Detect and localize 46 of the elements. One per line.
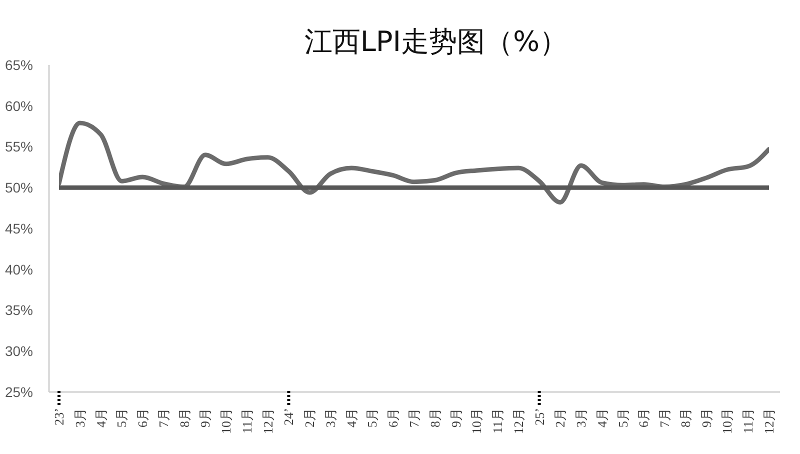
x-tick-label: 23’ — [52, 408, 66, 426]
y-tick-label: 65% — [4, 56, 33, 73]
y-tick-label: 60% — [4, 98, 33, 114]
x-tick-label: 11月 — [239, 408, 254, 434]
y-tick-label: 45% — [4, 220, 33, 236]
x-tick-label: 3月 — [322, 408, 338, 428]
x-tick-label: 7月 — [657, 408, 672, 428]
x-tick-label: 5月 — [364, 408, 380, 428]
x-tick-label: 3月 — [72, 408, 88, 428]
x-tick-label: 3月 — [574, 408, 589, 428]
x-tick-label: 8月 — [427, 408, 442, 428]
x-tick-label: 8月 — [678, 408, 693, 428]
x-tick-label: 12月 — [510, 408, 526, 434]
x-tick-label: 11月 — [490, 408, 506, 434]
x-tick-label: 10月 — [218, 408, 234, 434]
x-tick-label: 10月 — [469, 408, 484, 434]
x-tick-label: 4月 — [344, 408, 359, 428]
x-tick-label: 12月 — [762, 408, 776, 434]
y-tick-label: 50% — [4, 180, 33, 196]
y-tick-label: 35% — [4, 302, 33, 318]
y-tick-label: 55% — [4, 138, 33, 155]
x-tick-label: 6月 — [636, 408, 652, 428]
x-tick-label: 4月 — [594, 408, 610, 428]
x-tick-label: 9月 — [198, 408, 213, 428]
x-tick-label: 7月 — [156, 408, 171, 428]
x-tick-label: 11月 — [740, 408, 756, 434]
x-tick-label: 5月 — [114, 408, 130, 428]
y-tick-label: 40% — [4, 261, 33, 278]
x-tick-label: 7月 — [406, 408, 422, 428]
x-tick-label: 24’ — [281, 408, 296, 426]
x-tick-label: 2月 — [302, 408, 318, 428]
x-tick-label: 8月 — [176, 408, 192, 428]
x-tick-label: 4月 — [93, 408, 108, 428]
x-tick-label: 2月 — [552, 408, 568, 428]
x-tick-label: 10月 — [720, 408, 735, 434]
line-series — [59, 120, 769, 205]
x-tick-label: 6月 — [386, 408, 401, 428]
x-tick-label: 9月 — [698, 408, 714, 428]
x-tick-label: 9月 — [448, 408, 464, 428]
x-tick-label: 6月 — [135, 408, 150, 428]
x-tick-label: 5月 — [615, 408, 630, 428]
chart-title: 江西LPI走势图（%） — [303, 24, 569, 60]
y-tick-label: 30% — [4, 343, 33, 360]
x-tick-label: 12月 — [260, 408, 276, 434]
y-tick-label: 25% — [4, 384, 33, 400]
x-tick-label: 25’ — [532, 408, 547, 426]
